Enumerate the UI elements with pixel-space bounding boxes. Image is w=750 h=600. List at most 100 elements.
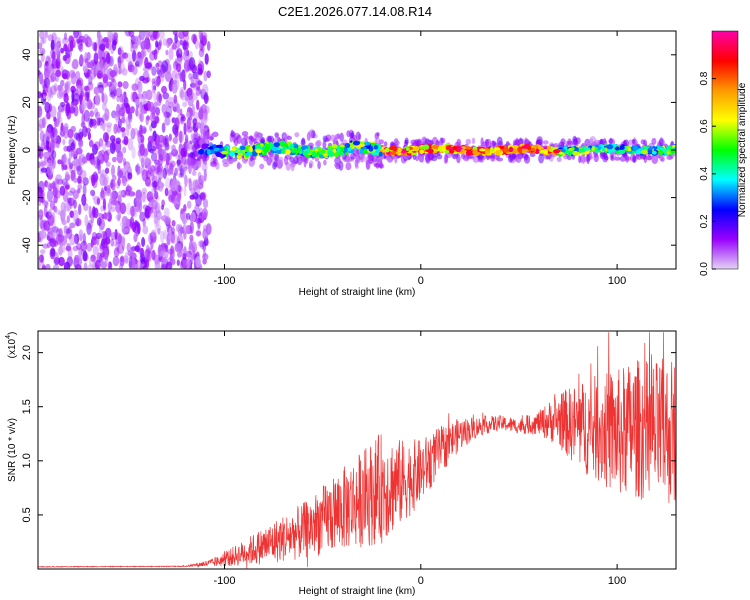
colorbar-label: Normalized spectral amplitude — [737, 82, 748, 217]
spectrogram-noise-cell — [110, 191, 117, 201]
spectrogram-noise-cell — [62, 154, 67, 167]
spectrogram-noise-cell — [130, 45, 135, 53]
spectrogram-noise-cell — [198, 106, 204, 116]
spectrogram-noise-cell — [78, 31, 82, 39]
spectrogram-noise-cell — [78, 229, 84, 242]
spectrogram-noise-cell — [70, 170, 74, 182]
spectrogram-noise-cell — [203, 92, 209, 105]
spectrogram-halo-cell — [465, 138, 471, 145]
spectrogram-noise-cell — [119, 49, 125, 59]
spectrogram-noise-cell — [180, 208, 184, 215]
spectrogram-noise-cell — [92, 41, 97, 52]
spectrogram-noise-cell — [77, 184, 83, 190]
spectrogram-noise-cell — [102, 132, 110, 143]
snr-scale-exponent: 4 — [5, 335, 12, 339]
spectrogram-noise-cell — [181, 114, 185, 120]
spectrogram-noise-cell — [72, 245, 79, 252]
spectrogram-panel: -100 0 100 -40 -20 0 20 40 Height of straight … — [7, 30, 677, 298]
spectrogram-noise-cell — [76, 166, 81, 172]
spectrogram-noise-cell — [115, 241, 120, 252]
spectrogram-noise-cell — [182, 252, 187, 260]
spectrogram-noise-cell — [80, 90, 85, 98]
spectrogram-noise-cell — [132, 49, 137, 62]
spectrogram-noise-cell — [168, 133, 172, 142]
spectrogram-noise-cell — [40, 139, 46, 151]
spectrogram-noise-cell — [95, 111, 101, 120]
spectrogram-halo-cell — [623, 139, 627, 146]
spectrogram-noise-cell — [174, 167, 179, 176]
spectrogram-noise-cell — [87, 264, 95, 269]
spectrogram-noise-cell — [102, 73, 109, 84]
spectrogram-noise-cell — [64, 184, 70, 190]
y-tick-label: 0.5 — [21, 507, 33, 522]
spectrogram-signal-cell — [597, 146, 602, 150]
spectrogram-signal-cell — [511, 148, 518, 154]
spectrogram-noise-cell — [107, 39, 112, 51]
spectrogram-noise-cell — [83, 85, 89, 92]
spectrogram-noise-cell — [156, 67, 161, 75]
spectrogram-noise-cell — [165, 99, 170, 109]
spectrogram-noise-cell — [200, 122, 204, 129]
spectrogram-noise-cell — [155, 78, 160, 87]
spectrogram-halo-cell — [228, 159, 233, 165]
spectrogram-noise-cell — [157, 144, 162, 155]
spectrogram-noise-cell — [96, 70, 104, 79]
spectrogram-noise-cell — [140, 134, 145, 143]
spectrogram-noise-cell — [114, 140, 122, 154]
spectrogram-halo-cell — [357, 152, 365, 160]
spectrogram-noise-cell — [62, 189, 69, 202]
spectrogram-noise-cell — [93, 86, 100, 95]
spectrogram-noise-cell — [38, 180, 45, 194]
spectrogram-noise-cell — [47, 34, 54, 42]
spectrogram-noise-cell — [44, 201, 49, 209]
spectrogram-noise-cell — [192, 92, 198, 101]
spectrogram-y-ticks: -40 -20 0 20 40 — [21, 49, 676, 253]
spectrogram-noise-cell — [155, 62, 160, 68]
spectrogram-noise-cell — [139, 101, 143, 114]
spectrogram-halo-cell — [376, 132, 380, 137]
spectrogram-noise-cell — [90, 239, 94, 248]
spectrogram-noise-cell — [55, 174, 62, 183]
spectrogram-noise-cell — [141, 191, 146, 203]
spectrogram-noise-cell — [40, 161, 47, 167]
spectrogram-signal-cell — [364, 141, 371, 146]
spectrogram-halo-cell — [184, 134, 189, 144]
spectrogram-noise-cell — [199, 193, 206, 201]
spectrogram-noise-cell — [189, 194, 195, 200]
spectrogram-noise-cell — [106, 124, 112, 134]
spectrogram-noise-cell — [145, 258, 150, 269]
spectrogram-noise-cell — [206, 70, 211, 79]
spectrogram-signal-cell — [521, 145, 528, 149]
spectrogram-halo-cell — [339, 132, 344, 142]
spectrogram-noise-cell — [141, 90, 148, 100]
spectrogram-halo-cell — [419, 155, 425, 163]
spectrogram-halo-cell — [349, 132, 355, 138]
spectrogram-noise-cell — [51, 212, 56, 224]
spectrogram-halo-cell — [578, 155, 582, 164]
spectrogram-noise-cell — [39, 130, 45, 142]
spectrogram-noise-cell — [41, 265, 46, 269]
spectrogram-signal-cell — [344, 142, 351, 149]
spectrogram-noise-cell — [69, 210, 75, 218]
spectrogram-noise-cell — [105, 52, 111, 65]
spectrogram-noise-cell — [179, 234, 184, 247]
spectrogram-signal-cell — [484, 150, 491, 155]
spectrogram-signal-cell — [568, 147, 574, 151]
spectrogram-noise-cell — [183, 204, 187, 212]
spectrogram-noise-cell — [82, 37, 88, 44]
spectrogram-noise-cell — [198, 48, 205, 58]
spectrogram-halo-cell — [572, 135, 577, 146]
spectrogram-noise-cell — [51, 58, 59, 69]
spectrogram-noise-cell — [84, 214, 89, 227]
spectrogram-noise-cell — [130, 106, 135, 114]
spectrogram-noise-cell — [122, 52, 129, 59]
spectrogram-noise-cell — [202, 228, 209, 240]
spectrogram-noise-cell — [39, 230, 47, 240]
spectrogram-noise-cell — [47, 163, 52, 177]
spectrogram-signal-cell — [414, 146, 420, 152]
spectrogram-noise-cell — [195, 256, 201, 268]
spectrogram-noise-cell — [91, 174, 96, 187]
spectrogram-signal-cell — [615, 146, 620, 151]
spectrogram-noise-cell — [139, 124, 143, 138]
spectrogram-signal-cell — [338, 152, 345, 156]
